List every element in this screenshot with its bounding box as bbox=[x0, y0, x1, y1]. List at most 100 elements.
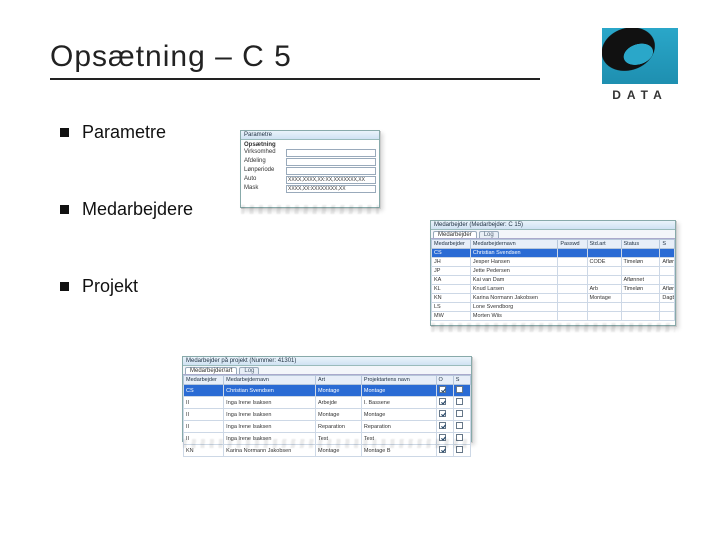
tab-projekt-log[interactable]: Log bbox=[239, 367, 259, 374]
cell: Test bbox=[316, 433, 362, 445]
column-header[interactable]: Std.art bbox=[587, 240, 621, 249]
cell: Jesper Hansen bbox=[470, 258, 557, 267]
cell bbox=[453, 433, 470, 445]
column-header[interactable]: Medarbejder bbox=[184, 376, 224, 385]
parametre-window-title: Parametre bbox=[241, 131, 379, 140]
cell bbox=[558, 312, 587, 321]
field-value[interactable] bbox=[286, 167, 376, 175]
cell bbox=[621, 312, 660, 321]
cell bbox=[660, 249, 675, 258]
table-row[interactable]: LSLone Svendborg bbox=[432, 303, 675, 312]
cell: Jette Pedersen bbox=[470, 267, 557, 276]
projekt-tabs: Medarbejder/art Log bbox=[183, 366, 471, 375]
table-row[interactable]: KAKai van DamAflønnet bbox=[432, 276, 675, 285]
column-header[interactable]: S bbox=[453, 376, 470, 385]
cell: Dagbasis bbox=[660, 294, 675, 303]
field-value[interactable]: XXXX,XXXX,XX:XX,XXXXXXX,XX bbox=[286, 176, 376, 184]
checkbox-icon[interactable] bbox=[456, 386, 463, 393]
cell: Timeløn bbox=[621, 285, 660, 294]
cell: II bbox=[184, 397, 224, 409]
table-row[interactable]: CSChristian Svendsen bbox=[432, 249, 675, 258]
cell bbox=[587, 312, 621, 321]
cell: Inga Irene Isaksen bbox=[224, 421, 316, 433]
column-header[interactable]: Medarbejder bbox=[432, 240, 471, 249]
tab-log[interactable]: Log bbox=[479, 231, 499, 238]
cell: Aflønnet bbox=[621, 276, 660, 285]
column-header[interactable]: Medarbejdernavn bbox=[224, 376, 316, 385]
field-value[interactable] bbox=[286, 158, 376, 166]
tab-medarbejder[interactable]: Medarbejder bbox=[433, 231, 477, 238]
cell: MW bbox=[432, 312, 471, 321]
cell bbox=[558, 249, 587, 258]
cell: LS bbox=[432, 303, 471, 312]
projekt-window: Medarbejder på projekt (Nummer: 41301) M… bbox=[182, 356, 472, 442]
table-row[interactable]: KNKarina Normann JakobsenMontageDagbasis bbox=[432, 294, 675, 303]
checkbox-icon[interactable] bbox=[456, 446, 463, 453]
table-row[interactable]: CSChristian SvendsenMontageMontage bbox=[184, 385, 471, 397]
checkbox-icon[interactable] bbox=[456, 434, 463, 441]
column-header[interactable]: S bbox=[660, 240, 675, 249]
field-label: Lønperiode bbox=[244, 167, 282, 175]
field-label: Mask bbox=[244, 185, 282, 193]
cell: Kai van Dam bbox=[470, 276, 557, 285]
checkbox-icon[interactable] bbox=[439, 398, 446, 405]
cell: Inga Irene Isaksen bbox=[224, 409, 316, 421]
table-row[interactable]: MWMorten Wiis bbox=[432, 312, 675, 321]
checkbox-icon[interactable] bbox=[456, 398, 463, 405]
logo-word: DATA bbox=[602, 88, 678, 102]
table-row[interactable]: JHJesper HansenCODETimelønAflønnet bbox=[432, 258, 675, 267]
checkbox-icon[interactable] bbox=[439, 446, 446, 453]
medarbejdere-window-title: Medarbejder (Medarbejder: C 15) bbox=[431, 221, 675, 230]
cell: Arb bbox=[587, 285, 621, 294]
table-row[interactable]: JPJette Pedersen bbox=[432, 267, 675, 276]
cell: Reparation bbox=[316, 421, 362, 433]
cell: Christian Svendsen bbox=[224, 385, 316, 397]
table-row[interactable]: KLKnud LarsenArbTimelønAflønnet bbox=[432, 285, 675, 294]
field-value[interactable]: XXXX,XX:XXXXXXXX,XX bbox=[286, 185, 376, 193]
cell: Knud Larsen bbox=[470, 285, 557, 294]
cell bbox=[453, 409, 470, 421]
cell: Montage B bbox=[361, 445, 436, 457]
checkbox-icon[interactable] bbox=[439, 386, 446, 393]
medarbejdere-table: MedarbejderMedarbejdernavnPasswdStd.artS… bbox=[431, 239, 675, 321]
table-row[interactable]: IIInga Irene IsaksenReparationReparation bbox=[184, 421, 471, 433]
cell bbox=[558, 285, 587, 294]
cell bbox=[558, 267, 587, 276]
table-row[interactable]: KNKarina Normann JakobsenMontageMontage … bbox=[184, 445, 471, 457]
cell bbox=[621, 303, 660, 312]
cell: Karina Normann Jakobsen bbox=[470, 294, 557, 303]
cell bbox=[453, 397, 470, 409]
cell bbox=[587, 267, 621, 276]
cell: Christian Svendsen bbox=[470, 249, 557, 258]
medarbejdere-tabs: Medarbejder Log bbox=[431, 230, 675, 239]
field-value[interactable] bbox=[286, 149, 376, 157]
column-header[interactable]: Status bbox=[621, 240, 660, 249]
parametre-row: Mask XXXX,XX:XXXXXXXX,XX bbox=[244, 185, 376, 193]
checkbox-icon[interactable] bbox=[439, 410, 446, 417]
table-row[interactable]: IIInga Irene IsaksenMontageMontage bbox=[184, 409, 471, 421]
cell: II bbox=[184, 433, 224, 445]
column-header[interactable]: O bbox=[436, 376, 453, 385]
table-row[interactable]: IIInga Irene IsaksenArbejdeI. Bassene bbox=[184, 397, 471, 409]
cell: KL bbox=[432, 285, 471, 294]
cell: KN bbox=[432, 294, 471, 303]
cell: I. Bassene bbox=[361, 397, 436, 409]
tab-medarbejder-art[interactable]: Medarbejder/art bbox=[185, 367, 237, 374]
cell: Montage bbox=[316, 445, 362, 457]
cell bbox=[587, 303, 621, 312]
checkbox-icon[interactable] bbox=[439, 422, 446, 429]
table-row[interactable]: IIInga Irene IsaksenTestTest bbox=[184, 433, 471, 445]
cell bbox=[587, 276, 621, 285]
checkbox-icon[interactable] bbox=[456, 410, 463, 417]
checkbox-icon[interactable] bbox=[456, 422, 463, 429]
checkbox-icon[interactable] bbox=[439, 434, 446, 441]
column-header[interactable]: Art bbox=[316, 376, 362, 385]
cell bbox=[660, 276, 675, 285]
cell bbox=[436, 421, 453, 433]
column-header[interactable]: Medarbejdernavn bbox=[470, 240, 557, 249]
cell bbox=[436, 385, 453, 397]
column-header[interactable]: Projektartens navn bbox=[361, 376, 436, 385]
column-header[interactable]: Passwd bbox=[558, 240, 587, 249]
parametre-row: Virksomhed bbox=[244, 149, 376, 157]
cell: Test bbox=[361, 433, 436, 445]
